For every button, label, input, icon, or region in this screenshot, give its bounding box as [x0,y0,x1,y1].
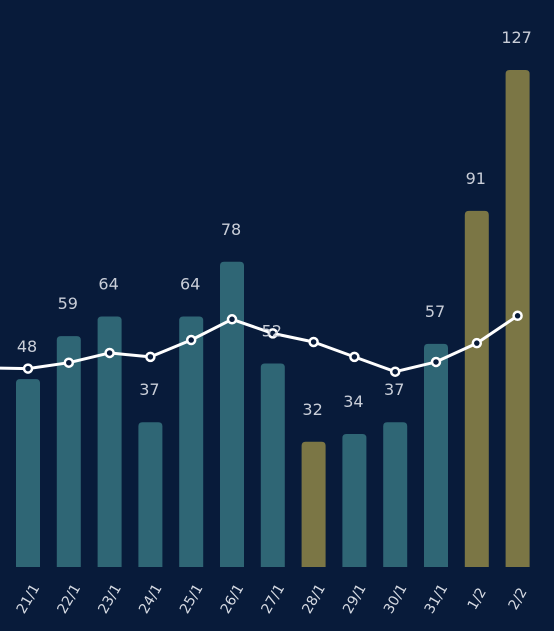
value-label-29/1: 34 [343,392,363,411]
value-label-22/1: 59 [58,294,78,313]
value-label-26/1: 78 [221,220,241,239]
trend-point-31/1 [430,356,442,368]
value-label-21/1: 48 [17,337,37,356]
x-tick-28/1: 28/1 [299,581,329,616]
x-tick-25/1: 25/1 [177,581,207,616]
bar-30/1 [383,422,408,567]
trend-line [0,314,519,374]
x-tick-27/1: 27/1 [259,581,289,616]
bar-23/1 [97,316,122,567]
trend-point-29/1 [349,351,360,363]
bar-21/1 [16,379,40,567]
value-label-30/1: 37 [384,380,404,399]
bars-group [16,70,530,567]
bar-1/2 [464,210,489,567]
value-label-28/1: 32 [302,400,322,419]
trend-point-27/1 [267,328,279,339]
bar-31/1 [424,343,448,567]
value-label-2/2: 127 [501,28,532,47]
x-tick-23/1: 23/1 [95,581,125,616]
value-label-25/1: 64 [180,275,200,294]
trend-point-26/1 [226,314,238,325]
value-labels-group: 48 59 64 37 64 78 52 32 34 37 57 91 127 [17,28,532,419]
x-tick-labels-group: 21/1 22/1 23/1 24/1 25/1 26/1 27/1 28/1 29/1 30/1… [14,581,531,616]
value-label-27/1: 52 [262,322,282,341]
bar-29/1 [342,433,367,567]
bar-24/1 [138,422,163,567]
x-tick-26/1: 26/1 [218,581,248,616]
bar-28/1 [301,441,326,567]
x-tick-30/1: 30/1 [381,581,411,616]
bar-27/1 [260,363,285,567]
trend-point-2/2 [512,310,523,322]
x-tick-24/1: 24/1 [136,581,166,616]
value-label-1/2: 91 [466,169,486,188]
bar-22/1 [56,336,81,567]
trend-point-1/2 [471,337,483,349]
x-tick-22/1: 22/1 [55,581,85,616]
line-group [0,310,523,377]
trend-point-25/1 [185,334,197,346]
x-tick-2/2: 2/2 [506,585,531,613]
trend-point-21/1 [22,363,34,374]
value-label-24/1: 37 [139,380,159,399]
trend-point-22/1 [63,357,75,368]
x-tick-29/1: 29/1 [340,581,370,616]
bar-25/1 [179,316,204,567]
trend-point-24/1 [145,351,156,363]
trend-point-30/1 [389,366,401,377]
trend-point-28/1 [308,336,319,348]
x-tick-21/1: 21/1 [14,581,44,616]
value-label-31/1: 57 [425,302,445,321]
x-tick-1/2: 1/2 [465,585,490,613]
value-label-23/1: 64 [98,275,118,294]
trend-point-23/1 [104,347,115,359]
bar-26/1 [220,261,244,567]
x-tick-31/1: 31/1 [422,581,452,616]
